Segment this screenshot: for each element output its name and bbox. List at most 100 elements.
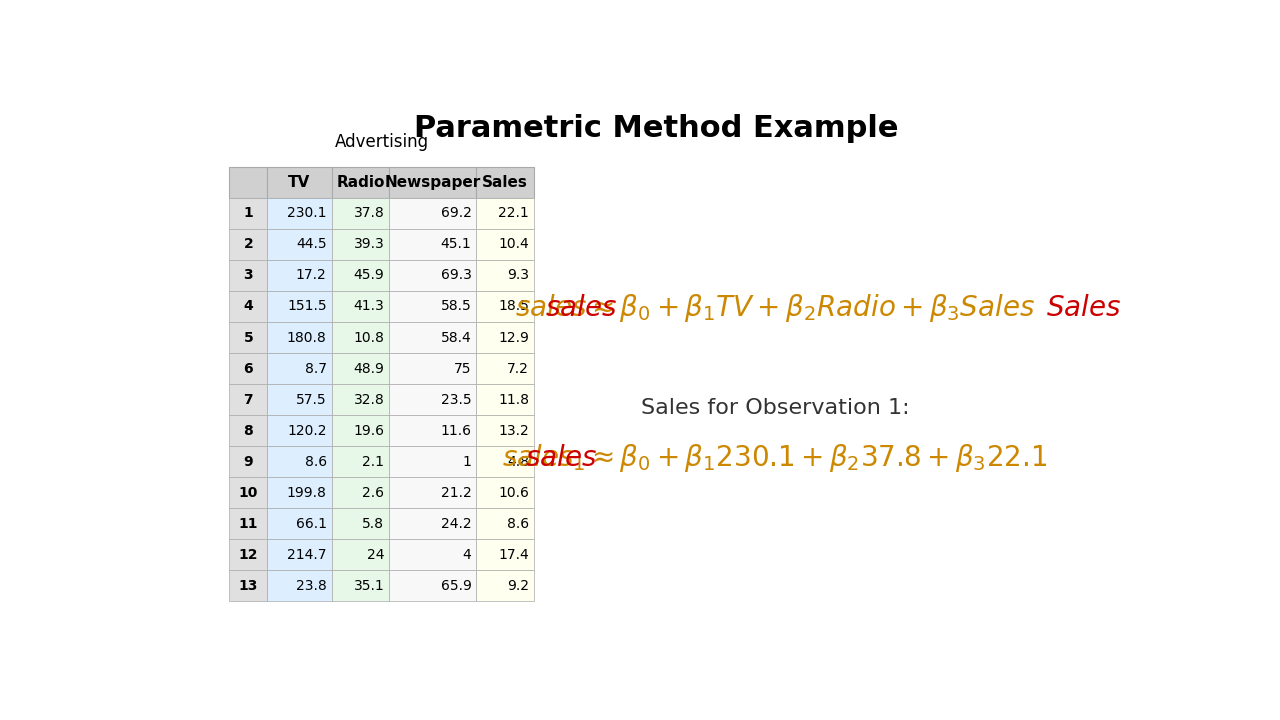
FancyBboxPatch shape [268, 539, 332, 570]
FancyBboxPatch shape [332, 415, 389, 446]
FancyBboxPatch shape [389, 539, 476, 570]
FancyBboxPatch shape [476, 322, 534, 353]
FancyBboxPatch shape [389, 415, 476, 446]
Text: 13: 13 [238, 579, 259, 593]
Text: 8.7: 8.7 [305, 361, 326, 376]
Text: 35.1: 35.1 [353, 579, 384, 593]
Text: 22.1: 22.1 [498, 207, 529, 220]
Text: 8.6: 8.6 [305, 455, 326, 469]
Text: Newspaper: Newspaper [385, 175, 481, 190]
FancyBboxPatch shape [229, 415, 268, 446]
Text: 10.6: 10.6 [498, 486, 529, 500]
FancyBboxPatch shape [389, 198, 476, 229]
FancyBboxPatch shape [476, 291, 534, 322]
Text: $\mathit{sales}$: $\mathit{sales}$ [545, 294, 617, 322]
FancyBboxPatch shape [476, 508, 534, 539]
Text: 1: 1 [243, 207, 253, 220]
FancyBboxPatch shape [389, 508, 476, 539]
Text: 45.9: 45.9 [353, 269, 384, 282]
Text: 23.5: 23.5 [440, 392, 471, 407]
Text: TV: TV [288, 175, 311, 190]
FancyBboxPatch shape [268, 353, 332, 384]
FancyBboxPatch shape [389, 229, 476, 260]
Text: 32.8: 32.8 [353, 392, 384, 407]
FancyBboxPatch shape [268, 446, 332, 477]
FancyBboxPatch shape [476, 198, 534, 229]
FancyBboxPatch shape [268, 415, 332, 446]
Text: 180.8: 180.8 [287, 330, 326, 345]
FancyBboxPatch shape [476, 539, 534, 570]
Text: 19.6: 19.6 [353, 423, 384, 438]
Text: 12.9: 12.9 [498, 330, 529, 345]
Text: 69.2: 69.2 [440, 207, 471, 220]
FancyBboxPatch shape [268, 291, 332, 322]
FancyBboxPatch shape [332, 322, 389, 353]
FancyBboxPatch shape [476, 415, 534, 446]
FancyBboxPatch shape [389, 167, 476, 198]
FancyBboxPatch shape [332, 167, 389, 198]
FancyBboxPatch shape [332, 260, 389, 291]
FancyBboxPatch shape [332, 539, 389, 570]
FancyBboxPatch shape [389, 477, 476, 508]
Text: 12: 12 [238, 548, 259, 562]
FancyBboxPatch shape [389, 260, 476, 291]
Text: 199.8: 199.8 [287, 486, 326, 500]
FancyBboxPatch shape [332, 508, 389, 539]
Text: 17.2: 17.2 [296, 269, 326, 282]
Text: 57.5: 57.5 [296, 392, 326, 407]
Text: 2.6: 2.6 [362, 486, 384, 500]
Text: $\mathit{Sales}$: $\mathit{Sales}$ [1046, 294, 1121, 322]
FancyBboxPatch shape [229, 167, 268, 198]
Text: 120.2: 120.2 [287, 423, 326, 438]
FancyBboxPatch shape [268, 384, 332, 415]
Text: 9: 9 [243, 455, 253, 469]
FancyBboxPatch shape [268, 167, 332, 198]
FancyBboxPatch shape [332, 198, 389, 229]
Text: 10.4: 10.4 [498, 238, 529, 251]
Text: Parametric Method Example: Parametric Method Example [413, 114, 899, 143]
Text: 37.8: 37.8 [353, 207, 384, 220]
Text: 4: 4 [243, 300, 253, 313]
FancyBboxPatch shape [229, 570, 268, 601]
FancyBboxPatch shape [332, 291, 389, 322]
Text: 58.5: 58.5 [440, 300, 471, 313]
FancyBboxPatch shape [332, 570, 389, 601]
FancyBboxPatch shape [229, 539, 268, 570]
Text: 10: 10 [238, 486, 259, 500]
FancyBboxPatch shape [389, 446, 476, 477]
Text: 24: 24 [366, 548, 384, 562]
FancyBboxPatch shape [332, 384, 389, 415]
FancyBboxPatch shape [229, 322, 268, 353]
Text: 1: 1 [462, 455, 471, 469]
FancyBboxPatch shape [389, 322, 476, 353]
Text: 66.1: 66.1 [296, 517, 326, 531]
Text: 41.3: 41.3 [353, 300, 384, 313]
Text: 5: 5 [243, 330, 253, 345]
Text: 4: 4 [463, 548, 471, 562]
Text: Advertising: Advertising [334, 133, 429, 151]
Text: 48.9: 48.9 [353, 361, 384, 376]
Text: 65.9: 65.9 [440, 579, 471, 593]
Text: 7: 7 [243, 392, 253, 407]
Text: $\mathit{sales} \approx \beta_0 + \beta_1\mathit{TV} + \beta_2\mathit{Radio} + \: $\mathit{sales} \approx \beta_0 + \beta_… [515, 292, 1036, 324]
FancyBboxPatch shape [476, 446, 534, 477]
Text: Sales: Sales [483, 175, 529, 190]
FancyBboxPatch shape [476, 353, 534, 384]
Text: 69.3: 69.3 [440, 269, 471, 282]
FancyBboxPatch shape [389, 384, 476, 415]
Text: 39.3: 39.3 [353, 238, 384, 251]
FancyBboxPatch shape [332, 477, 389, 508]
Text: 11: 11 [238, 517, 259, 531]
Text: 75: 75 [454, 361, 471, 376]
Text: Sales for Observation 1:: Sales for Observation 1: [641, 398, 909, 418]
FancyBboxPatch shape [476, 229, 534, 260]
FancyBboxPatch shape [268, 570, 332, 601]
FancyBboxPatch shape [268, 229, 332, 260]
Text: 13.2: 13.2 [498, 423, 529, 438]
Text: 230.1: 230.1 [287, 207, 326, 220]
Text: 7.2: 7.2 [507, 361, 529, 376]
Text: 9.2: 9.2 [507, 579, 529, 593]
Text: 8.6: 8.6 [507, 517, 529, 531]
Text: 3: 3 [243, 269, 253, 282]
FancyBboxPatch shape [476, 384, 534, 415]
